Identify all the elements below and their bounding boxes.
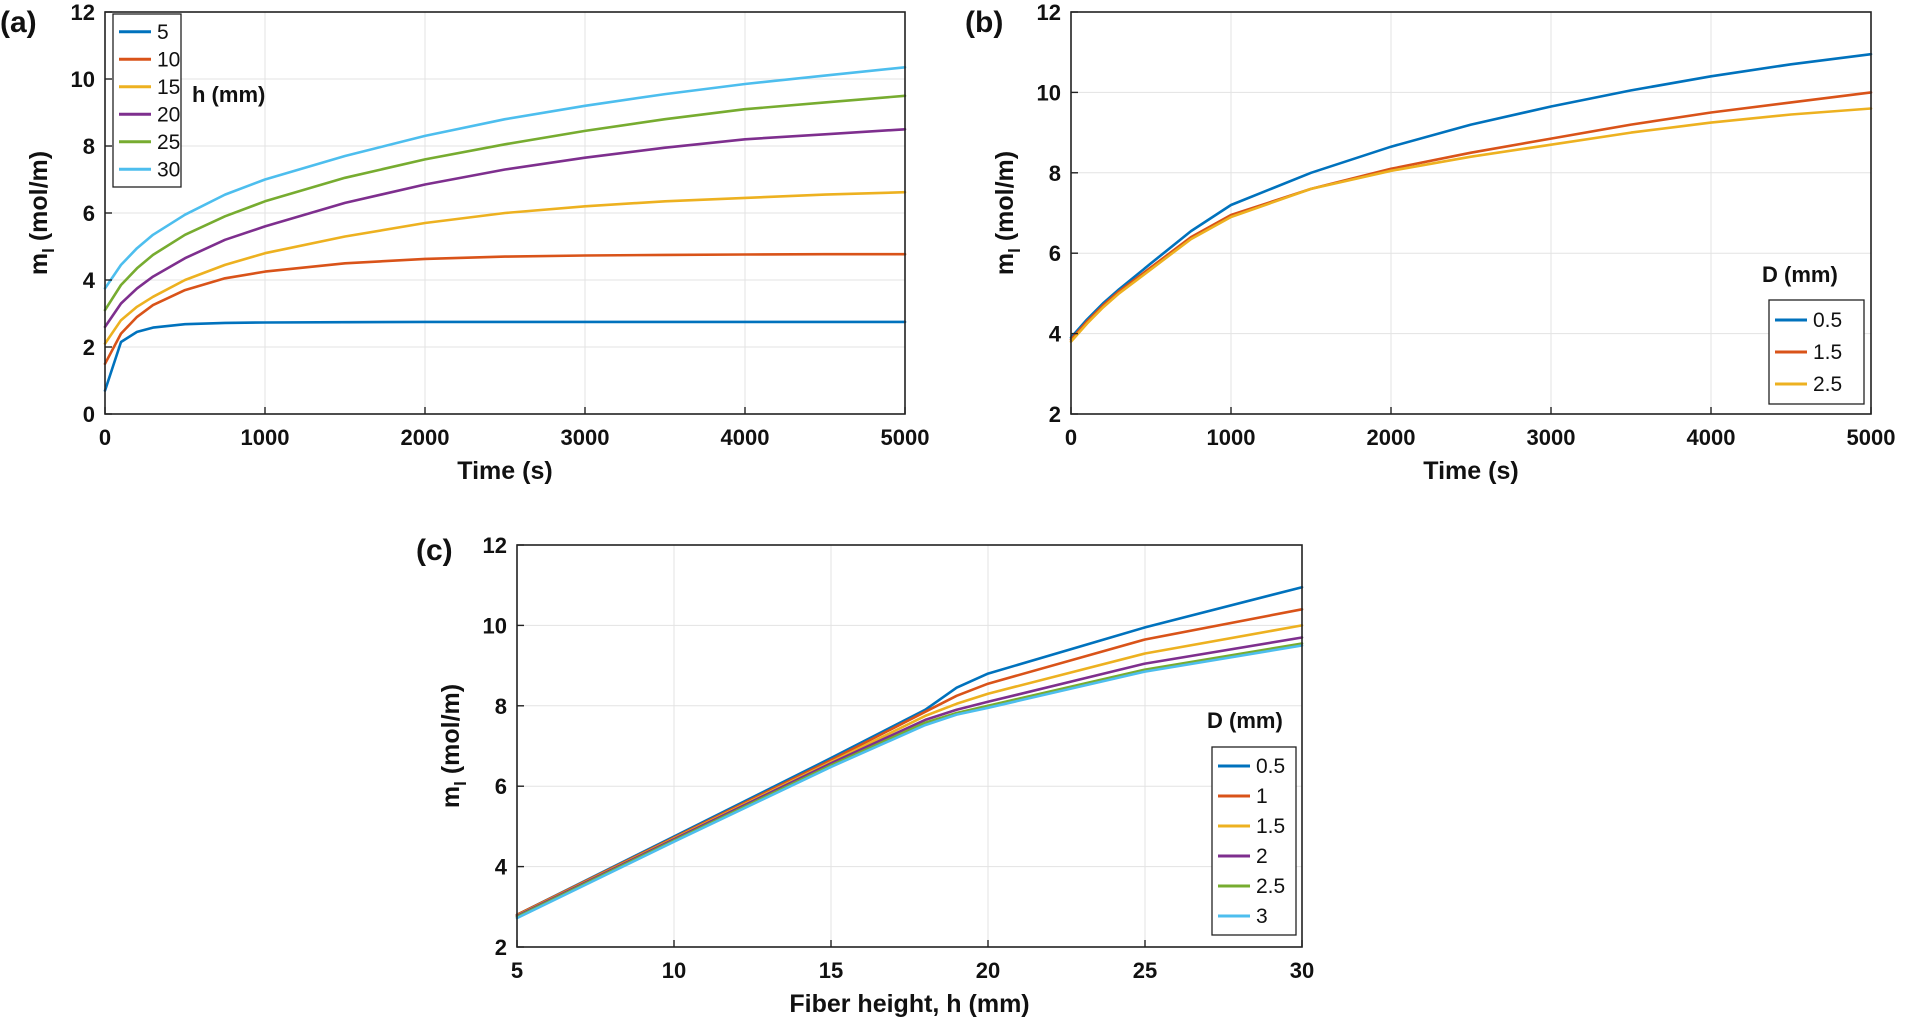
chart-b-legend-label-1.5: 1.5	[1813, 341, 1842, 364]
chart-a-x-tick-label: 5000	[881, 425, 930, 450]
chart-c-legend-label-2: 2	[1256, 845, 1268, 868]
chart-c-legend-label-1: 1	[1256, 785, 1268, 808]
chart-a-x-axis-label: Time (s)	[457, 457, 552, 485]
chart-c-y-tick-label: 2	[495, 935, 507, 960]
chart-c-y-axis-label-subscript: l	[451, 781, 470, 786]
panel-label-a: (a)	[0, 6, 37, 39]
chart-c-y-tick-label: 6	[495, 774, 507, 799]
chart-a-legend-label-10: 10	[157, 48, 180, 71]
chart-b-x-tick-label: 2000	[1367, 425, 1416, 450]
chart-b-legend-label-2.5: 2.5	[1813, 373, 1842, 396]
chart-b-y-tick-label: 2	[1049, 402, 1061, 427]
chart-a-y-tick-label: 8	[83, 134, 95, 159]
chart-a-series-line-10	[103, 252, 907, 366]
chart-c-x-axis-label: Fiber height, h (mm)	[789, 990, 1029, 1018]
chart-c-legend-title: D (mm)	[1207, 708, 1283, 733]
chart-a-legend-label-5: 5	[157, 21, 169, 44]
chart-c-legend-label-1.5: 1.5	[1256, 815, 1285, 838]
chart-c-x-tick-label: 25	[1133, 958, 1157, 983]
chart-b-x-tick-label: 4000	[1687, 425, 1736, 450]
chart-b-y-tick-label: 4	[1049, 322, 1062, 347]
chart-c-y-tick-label: 10	[483, 613, 507, 638]
chart-b-y-tick-label: 12	[1037, 0, 1061, 25]
chart-a-x-tick-label: 4000	[721, 425, 770, 450]
chart-c-y-tick-label: 12	[483, 533, 507, 558]
chart-a-x-tick-label: 3000	[561, 425, 610, 450]
chart-c-legend-box	[1211, 746, 1297, 936]
chart-a: 0 1000 2000 3000 4000 5000 0 2 4 6 8 10 12 Time (s) ml…	[25, 0, 929, 485]
chart-b-y-tick-label: 10	[1037, 80, 1061, 105]
chart-a-y-tick-label: 6	[83, 201, 95, 226]
chart-b-x-tick-label: 1000	[1207, 425, 1256, 450]
chart-b-x-tick-label: 5000	[1847, 425, 1896, 450]
chart-c-y-tick-label: 4	[495, 855, 508, 880]
chart-a-y-axis-label-symbol: m	[25, 253, 53, 275]
chart-b-series-line-0.5	[1069, 52, 1873, 339]
chart-a-y-tick-label: 2	[83, 335, 95, 360]
chart-c-x-tick-label: 10	[662, 958, 686, 983]
chart-a-legend-label-15: 15	[157, 76, 180, 99]
chart-c-legend-label-3: 3	[1256, 905, 1268, 928]
chart-b-axes-frame	[1070, 11, 1872, 415]
chart-b-legend-label-0.5: 0.5	[1813, 309, 1842, 332]
chart-a-series-line-15	[103, 190, 907, 345]
chart-a-series-line-25	[103, 94, 907, 312]
chart-a-series-line-5	[103, 320, 907, 392]
chart-c-x-tick-label: 20	[976, 958, 1000, 983]
chart-b-y-axis-label-subscript: l	[1005, 248, 1024, 253]
chart-b: 0 1000 2000 3000 4000 5000 2 4 6 8 10 12 Time (s) ml …	[991, 0, 1895, 485]
chart-a-legend-label-25: 25	[157, 131, 180, 154]
chart-c-axes-frame	[516, 544, 1303, 948]
panel-label-c: (c)	[416, 534, 453, 567]
chart-a-y-tick-label: 0	[83, 402, 95, 427]
chart-a-legend-label-20: 20	[157, 103, 180, 126]
chart-c-legend-label-0.5: 0.5	[1256, 755, 1285, 778]
chart-a-y-tick-label: 4	[83, 268, 96, 293]
chart-c-legend-label-2.5: 2.5	[1256, 875, 1285, 898]
chart-a-y-axis-label: ml (mol/m)	[25, 151, 58, 275]
chart-b-legend-title: D (mm)	[1762, 262, 1838, 287]
chart-a-legend-box	[112, 13, 182, 188]
chart-c-y-tick-label: 8	[495, 694, 507, 719]
chart-a-x-tick-label: 1000	[241, 425, 290, 450]
chart-b-y-axis-label-unit: (mol/m)	[991, 151, 1019, 248]
chart-b-plot-area	[1071, 12, 1871, 414]
chart-a-series-line-20	[103, 128, 907, 329]
chart-c-y-axis-label-unit: (mol/m)	[437, 684, 465, 781]
chart-b-series-line-2.5	[1069, 107, 1873, 343]
chart-c-y-axis-label: ml (mol/m)	[437, 684, 470, 808]
chart-c-y-axis-label-symbol: m	[437, 786, 465, 808]
panel-label-b: (b)	[965, 6, 1003, 39]
chart-c-plot-area	[517, 545, 1302, 947]
chart-b-x-axis-label: Time (s)	[1423, 457, 1518, 485]
chart-a-y-tick-label: 12	[71, 0, 95, 25]
chart-b-y-tick-label: 6	[1049, 241, 1061, 266]
chart-a-y-tick-label: 10	[71, 67, 95, 92]
chart-b-y-tick-label: 8	[1049, 161, 1061, 186]
chart-a-x-tick-label: 0	[99, 425, 111, 450]
chart-c-x-tick-label: 5	[511, 958, 523, 983]
chart-a-y-axis-label-subscript: l	[39, 248, 58, 253]
chart-c-series-line-3	[515, 644, 1304, 920]
chart-b-x-tick-label: 0	[1065, 425, 1077, 450]
chart-a-y-axis-label-unit: (mol/m)	[25, 151, 53, 248]
chart-b-y-axis-label-symbol: m	[991, 253, 1019, 275]
chart-a-legend-label-30: 30	[157, 158, 180, 181]
chart-a-legend-title: h (mm)	[192, 82, 265, 107]
chart-c-x-tick-label: 15	[819, 958, 843, 983]
chart-a-series-line-30	[103, 66, 907, 290]
chart-c-x-tick-label: 30	[1290, 958, 1314, 983]
chart-b-y-axis-label: ml (mol/m)	[991, 151, 1024, 275]
chart-a-x-tick-label: 2000	[401, 425, 450, 450]
chart-b-x-tick-label: 3000	[1527, 425, 1576, 450]
